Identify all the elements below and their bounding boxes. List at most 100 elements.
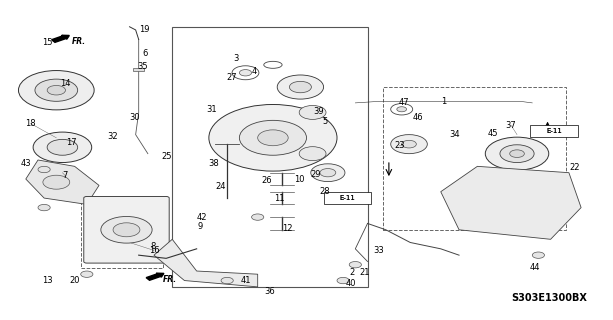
- Circle shape: [101, 216, 152, 243]
- Circle shape: [239, 120, 306, 155]
- Text: 5: 5: [322, 117, 327, 126]
- Text: 44: 44: [530, 263, 541, 272]
- Text: 6: 6: [142, 49, 148, 58]
- Text: 41: 41: [240, 276, 251, 285]
- Text: 46: 46: [413, 113, 423, 122]
- Text: 11: 11: [274, 194, 284, 203]
- FancyBboxPatch shape: [84, 196, 169, 263]
- Circle shape: [320, 169, 336, 177]
- Circle shape: [221, 277, 234, 284]
- Text: 14: 14: [60, 79, 70, 88]
- Text: FR.: FR.: [163, 275, 177, 284]
- FancyArrow shape: [51, 35, 69, 42]
- Circle shape: [390, 135, 427, 154]
- Text: FR.: FR.: [72, 37, 86, 46]
- Text: 47: 47: [399, 99, 409, 108]
- Circle shape: [47, 140, 78, 155]
- Circle shape: [299, 147, 326, 161]
- Text: 27: 27: [227, 73, 237, 82]
- Circle shape: [397, 107, 406, 112]
- Polygon shape: [154, 239, 257, 287]
- Text: E-11: E-11: [546, 128, 562, 134]
- Text: 1: 1: [441, 97, 446, 106]
- Circle shape: [500, 145, 534, 163]
- Text: 35: 35: [138, 62, 148, 71]
- Text: 36: 36: [265, 287, 275, 296]
- Bar: [132, 68, 143, 71]
- Circle shape: [402, 140, 416, 148]
- Circle shape: [509, 150, 524, 157]
- Text: 30: 30: [129, 113, 140, 122]
- Circle shape: [38, 166, 50, 173]
- Text: E-11: E-11: [340, 195, 356, 201]
- Circle shape: [38, 204, 50, 211]
- Circle shape: [337, 277, 349, 284]
- Text: 28: 28: [319, 187, 330, 196]
- Circle shape: [239, 69, 251, 76]
- Circle shape: [311, 164, 345, 181]
- Circle shape: [43, 175, 70, 189]
- Text: 25: 25: [161, 152, 172, 161]
- Text: 31: 31: [207, 105, 217, 114]
- Text: 43: 43: [20, 159, 31, 168]
- Text: 34: 34: [449, 130, 460, 139]
- FancyBboxPatch shape: [530, 125, 578, 138]
- Bar: [81, 198, 163, 268]
- Circle shape: [277, 75, 324, 99]
- Text: 7: 7: [63, 172, 68, 180]
- Circle shape: [349, 261, 362, 268]
- Text: 19: 19: [140, 25, 150, 35]
- Text: 12: 12: [282, 224, 292, 233]
- Text: 26: 26: [262, 176, 272, 185]
- Text: 42: 42: [196, 212, 207, 222]
- Text: 29: 29: [310, 170, 321, 179]
- Circle shape: [35, 79, 78, 101]
- Text: 9: 9: [197, 222, 202, 231]
- Text: 13: 13: [42, 276, 53, 285]
- Text: S303E1300BX: S303E1300BX: [511, 293, 587, 303]
- Circle shape: [289, 81, 311, 93]
- Circle shape: [232, 66, 259, 80]
- Polygon shape: [441, 166, 581, 239]
- Circle shape: [33, 132, 92, 163]
- Text: 24: 24: [216, 182, 226, 191]
- Text: 4: 4: [252, 67, 257, 76]
- Text: 16: 16: [148, 246, 159, 255]
- Text: 8: 8: [150, 242, 156, 251]
- Bar: [383, 87, 566, 230]
- Text: 21: 21: [359, 268, 370, 277]
- Circle shape: [299, 105, 326, 119]
- Text: 20: 20: [69, 276, 80, 285]
- Text: 39: 39: [313, 107, 324, 116]
- Circle shape: [485, 137, 549, 170]
- Text: 2: 2: [349, 268, 355, 277]
- Text: 37: 37: [506, 121, 516, 130]
- Text: 45: 45: [487, 129, 498, 138]
- Circle shape: [47, 85, 66, 95]
- Circle shape: [390, 104, 413, 115]
- Text: 3: 3: [234, 54, 239, 63]
- Bar: [172, 27, 368, 287]
- Circle shape: [18, 70, 94, 110]
- Text: 15: 15: [42, 38, 52, 47]
- Text: 10: 10: [294, 174, 305, 184]
- Circle shape: [113, 223, 140, 237]
- Circle shape: [251, 214, 264, 220]
- Text: 23: 23: [394, 141, 405, 150]
- Text: 18: 18: [25, 119, 36, 128]
- Polygon shape: [26, 160, 99, 204]
- Text: 40: 40: [345, 279, 356, 288]
- Text: 33: 33: [373, 246, 384, 255]
- Circle shape: [81, 271, 93, 277]
- Text: E-11: E-11: [340, 195, 356, 201]
- Text: 38: 38: [208, 159, 219, 168]
- FancyBboxPatch shape: [324, 192, 371, 204]
- Text: 17: 17: [66, 138, 77, 147]
- Text: 32: 32: [107, 132, 118, 141]
- Circle shape: [532, 252, 544, 258]
- Text: E-11: E-11: [546, 128, 562, 134]
- FancyArrow shape: [146, 273, 164, 280]
- Circle shape: [257, 130, 288, 146]
- Ellipse shape: [264, 61, 282, 68]
- Text: 22: 22: [569, 164, 581, 172]
